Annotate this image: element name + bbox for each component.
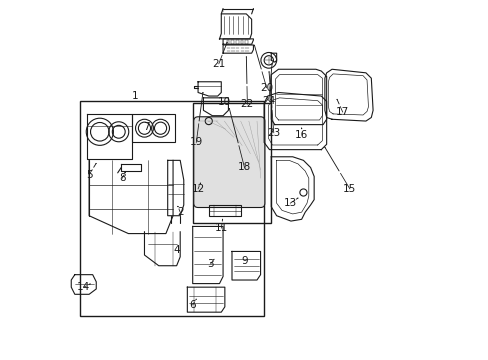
- Text: 10: 10: [218, 97, 231, 107]
- Text: 19: 19: [189, 138, 203, 148]
- Bar: [240, 40, 243, 44]
- Bar: [80, 102, 264, 316]
- Text: 21: 21: [212, 59, 225, 69]
- Bar: [244, 40, 247, 44]
- Text: 6: 6: [189, 300, 196, 310]
- Text: 17: 17: [335, 107, 348, 117]
- Text: 15: 15: [343, 184, 356, 194]
- Text: 22: 22: [240, 99, 253, 109]
- Text: 1: 1: [132, 91, 139, 101]
- Bar: [208, 205, 241, 216]
- Bar: [235, 40, 238, 44]
- Text: 18: 18: [237, 162, 251, 172]
- Bar: [226, 40, 229, 44]
- Text: 4: 4: [173, 245, 180, 255]
- Text: 13: 13: [283, 198, 296, 208]
- Text: 24: 24: [262, 96, 275, 106]
- Bar: [132, 114, 175, 143]
- FancyBboxPatch shape: [193, 117, 264, 207]
- Text: 11: 11: [214, 223, 227, 233]
- Bar: [192, 103, 271, 223]
- Text: 7: 7: [142, 122, 149, 132]
- Text: 5: 5: [85, 170, 92, 180]
- Text: 8: 8: [119, 173, 125, 183]
- Text: 14: 14: [77, 282, 90, 292]
- Text: 20: 20: [260, 83, 273, 93]
- Text: 12: 12: [191, 184, 204, 194]
- Text: 3: 3: [207, 259, 213, 269]
- Text: 9: 9: [241, 256, 247, 266]
- Bar: [231, 40, 234, 44]
- Text: 2: 2: [177, 207, 183, 217]
- Text: 16: 16: [294, 130, 307, 140]
- Text: 23: 23: [266, 128, 280, 138]
